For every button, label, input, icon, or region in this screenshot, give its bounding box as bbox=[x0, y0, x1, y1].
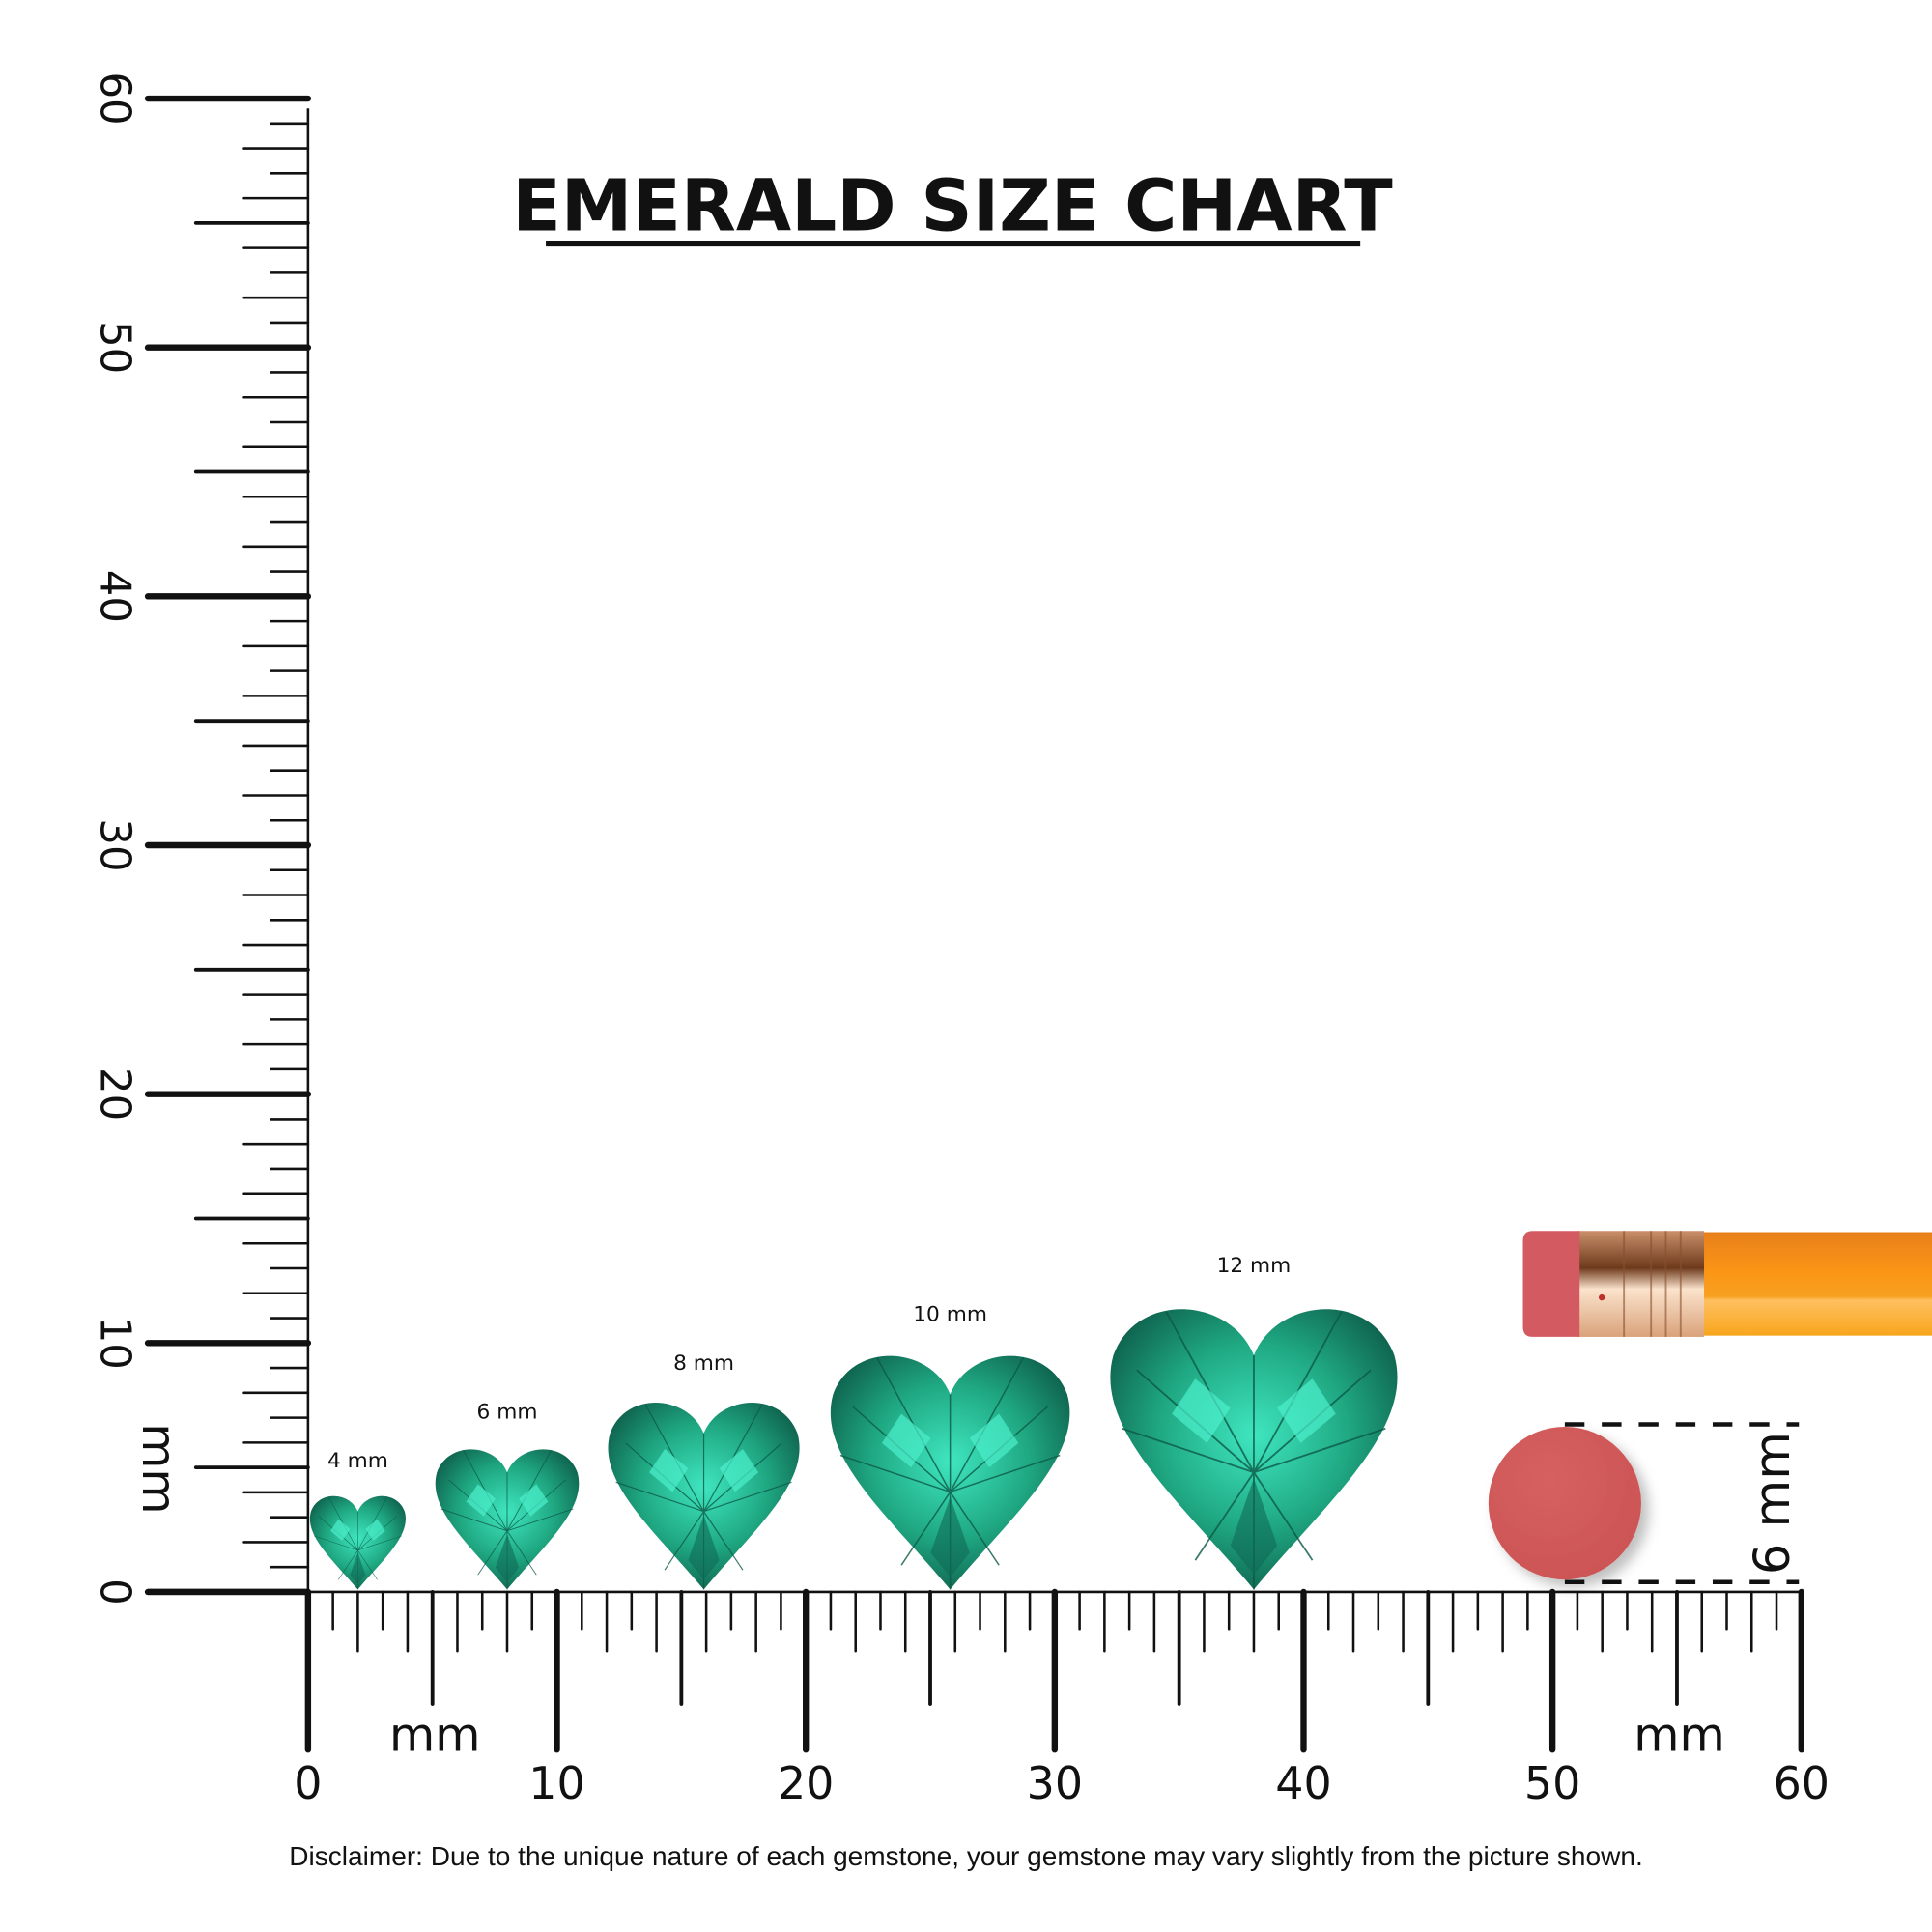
x-tick-label: 10 bbox=[528, 1757, 584, 1809]
y-tick-label: 30 bbox=[91, 818, 139, 871]
x-tick-label: 0 bbox=[294, 1757, 322, 1809]
x-tick-label: 30 bbox=[1027, 1757, 1083, 1809]
x-tick-label: 20 bbox=[778, 1757, 834, 1809]
eraser-reference-circle bbox=[1488, 1427, 1641, 1580]
heart-gem bbox=[1110, 1309, 1398, 1590]
vertical-ruler: 0 10 20 30 40 50 60 bbox=[91, 71, 312, 1605]
y-tick-label: 40 bbox=[91, 570, 139, 623]
y-tick-label: 0 bbox=[91, 1578, 139, 1605]
x-tick-label: 60 bbox=[1774, 1757, 1830, 1809]
x-axis-label: mm bbox=[389, 1708, 480, 1762]
gem-size-label: 6 mm bbox=[477, 1400, 538, 1424]
chart-title: EMERALD SIZE CHART bbox=[512, 165, 1393, 248]
pencil-ferrule bbox=[1577, 1231, 1705, 1337]
y-tick-label: 60 bbox=[91, 71, 139, 125]
pencil-eraser bbox=[1522, 1231, 1580, 1337]
heart-gem bbox=[830, 1355, 1070, 1590]
heart-gem bbox=[608, 1402, 800, 1590]
reference-label: 6 mm bbox=[1745, 1432, 1802, 1575]
gem-size-label: 12 mm bbox=[1217, 1254, 1292, 1278]
disclaimer-text: Disclaimer: Due to the unique nature of … bbox=[289, 1841, 1642, 1871]
y-tick-label: 50 bbox=[91, 321, 139, 374]
x-tick-label: 50 bbox=[1524, 1757, 1580, 1809]
heart-gem bbox=[309, 1495, 406, 1590]
gem-size-label: 8 mm bbox=[673, 1351, 734, 1376]
y-axis-label: mm bbox=[131, 1423, 185, 1514]
gem-row: 4 mm 6 mm 8 mm 10 mm 12 mm bbox=[309, 1254, 1398, 1590]
horizontal-ruler: 0 10 20 30 40 50 60 bbox=[148, 1588, 1830, 1809]
x-axis-label-right: mm bbox=[1634, 1708, 1724, 1762]
gem-size-label: 10 mm bbox=[913, 1302, 987, 1326]
y-tick-label: 10 bbox=[91, 1317, 139, 1370]
x-tick-label: 40 bbox=[1275, 1757, 1331, 1809]
heart-gem bbox=[435, 1449, 580, 1590]
pencil-body bbox=[1700, 1232, 1932, 1336]
y-tick-label: 20 bbox=[91, 1067, 139, 1121]
gem-size-label: 4 mm bbox=[327, 1449, 388, 1473]
pencil-illustration bbox=[1522, 1231, 1932, 1337]
